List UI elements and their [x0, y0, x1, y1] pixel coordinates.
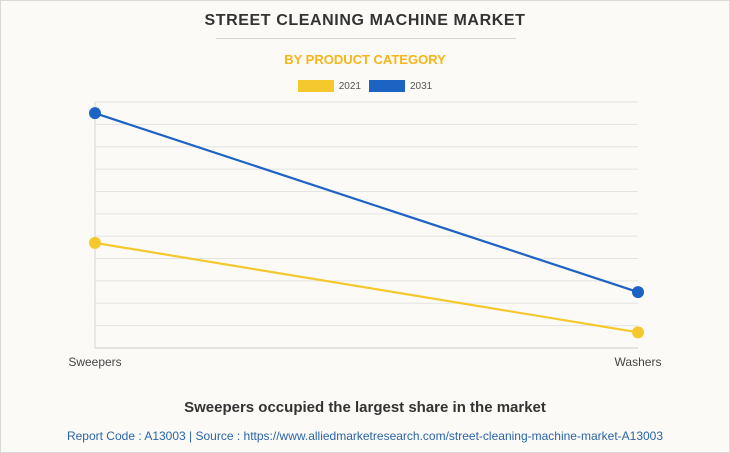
data-point-2031-sweepers	[89, 107, 101, 120]
series-line-2031	[94, 112, 639, 294]
legend-item-2031[interactable]: 2031	[369, 80, 432, 92]
legend-swatch-2021	[297, 80, 334, 92]
x-tick-label-washers: Washers	[615, 355, 662, 369]
chart-subtitle: BY PRODUCT CATEGORY	[284, 52, 446, 67]
source-footer[interactable]: Report Code : A13003 | Source : https://…	[66, 429, 664, 443]
data-point-2021-sweepers	[89, 236, 101, 249]
legend-item-2021[interactable]: 2021	[297, 80, 361, 92]
series-line-2021	[94, 241, 639, 334]
legend-swatch-2031	[369, 80, 405, 92]
title-divider	[216, 38, 516, 39]
chart-title: STREET CLEANING MACHINE MARKET	[204, 12, 526, 29]
legend-label-2021: 2021	[338, 80, 361, 92]
chart-caption: Sweepers occupied the largest share in t…	[184, 399, 546, 416]
data-point-2031-washers	[632, 286, 644, 299]
legend-label-2031: 2031	[410, 80, 433, 92]
chart-legend: 2021 2031	[1, 80, 729, 92]
x-tick-label-sweepers: Sweepers	[68, 355, 121, 369]
data-point-2021-washers	[632, 326, 644, 339]
